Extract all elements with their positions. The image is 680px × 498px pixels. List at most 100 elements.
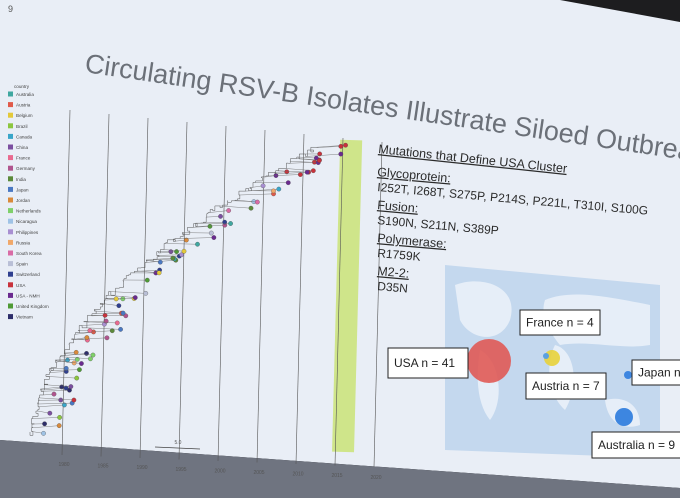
branch xyxy=(167,239,176,243)
branch xyxy=(41,389,70,392)
tip xyxy=(120,310,126,316)
legend-label: India xyxy=(16,177,26,182)
legend-label: USA - NMH xyxy=(16,293,40,298)
tip xyxy=(181,248,187,254)
legend-swatch xyxy=(8,102,13,108)
legend-swatch xyxy=(8,155,13,161)
branch xyxy=(238,190,246,196)
legend-label: United Kingdom xyxy=(16,304,49,309)
branch xyxy=(91,315,126,316)
mutations: Mutations that Define USA ClusterGlycopr… xyxy=(377,142,649,296)
group-name: M2-2: xyxy=(377,264,410,281)
branch xyxy=(144,262,147,268)
branch xyxy=(64,349,70,354)
branch xyxy=(206,213,209,218)
legend-label: Jordan xyxy=(16,198,30,203)
tip xyxy=(114,320,120,326)
branch xyxy=(38,400,40,404)
tip xyxy=(41,431,46,436)
map-label-box xyxy=(525,372,607,400)
branch xyxy=(227,200,232,203)
tip xyxy=(116,303,122,309)
branch xyxy=(146,259,150,261)
tip xyxy=(77,367,82,372)
legend-swatch xyxy=(8,303,13,309)
branch xyxy=(32,417,60,419)
tip xyxy=(103,318,109,324)
branch xyxy=(45,374,50,377)
time-grid-line xyxy=(61,109,71,456)
legend-swatch xyxy=(8,229,13,235)
branch xyxy=(40,388,45,391)
branch xyxy=(81,325,87,329)
tip xyxy=(63,385,69,391)
branch xyxy=(137,270,160,274)
branch xyxy=(307,153,341,157)
tip xyxy=(109,328,115,334)
group-name: Fusion: xyxy=(377,198,419,216)
branch xyxy=(130,272,135,275)
tip xyxy=(51,391,57,397)
tip xyxy=(338,151,344,157)
legend-label: Austria xyxy=(16,103,31,108)
map-label-box xyxy=(519,309,601,336)
branch xyxy=(286,168,314,171)
tip xyxy=(113,296,119,302)
tip xyxy=(118,327,123,332)
branch xyxy=(298,153,306,159)
time-grid-line xyxy=(217,125,227,462)
branch xyxy=(160,251,177,254)
branch xyxy=(238,193,274,196)
branch xyxy=(119,287,124,289)
branch xyxy=(94,310,124,314)
branch xyxy=(290,158,297,162)
branch xyxy=(310,146,317,152)
branch xyxy=(82,323,105,326)
tip xyxy=(156,270,162,276)
branch xyxy=(249,188,252,191)
branch xyxy=(207,212,211,214)
tip xyxy=(183,237,189,243)
legend-swatch xyxy=(8,91,13,97)
branch xyxy=(104,298,108,301)
branch xyxy=(214,205,221,211)
legend-label: Nicaragua xyxy=(16,219,37,224)
legend: country Australia Austria Belgium Brazil Cana… xyxy=(8,84,49,320)
branch xyxy=(261,177,263,181)
branch xyxy=(231,200,235,203)
branch xyxy=(44,379,50,385)
legend-label: Japan xyxy=(16,187,29,192)
legend-title: country xyxy=(14,84,30,89)
usa-bubble xyxy=(467,339,511,383)
branch xyxy=(89,320,107,323)
branch xyxy=(299,156,317,159)
branch xyxy=(128,274,131,276)
axis-label: 1995 xyxy=(175,467,186,473)
group-list: D35N xyxy=(377,279,409,296)
legend-swatch xyxy=(8,112,13,118)
tip xyxy=(208,230,214,236)
legend-swatch xyxy=(8,314,13,320)
branch xyxy=(59,356,61,362)
branch xyxy=(275,171,309,175)
branch xyxy=(35,410,38,414)
tip xyxy=(87,328,93,333)
tip xyxy=(79,361,84,366)
tip xyxy=(304,169,310,175)
tip xyxy=(42,421,47,427)
australia-bubble xyxy=(615,408,633,426)
time-grid-line xyxy=(139,117,149,459)
branch xyxy=(174,238,181,240)
tip xyxy=(248,205,254,211)
branch xyxy=(248,188,252,191)
branch xyxy=(29,432,33,436)
branch xyxy=(222,204,228,208)
map-label-box xyxy=(387,347,469,379)
scale-bar xyxy=(154,446,201,450)
branch xyxy=(137,269,160,272)
tip xyxy=(211,235,217,240)
map-label: Austria n = 7 xyxy=(532,379,600,393)
branch xyxy=(76,337,107,340)
legend-swatch xyxy=(8,133,13,139)
